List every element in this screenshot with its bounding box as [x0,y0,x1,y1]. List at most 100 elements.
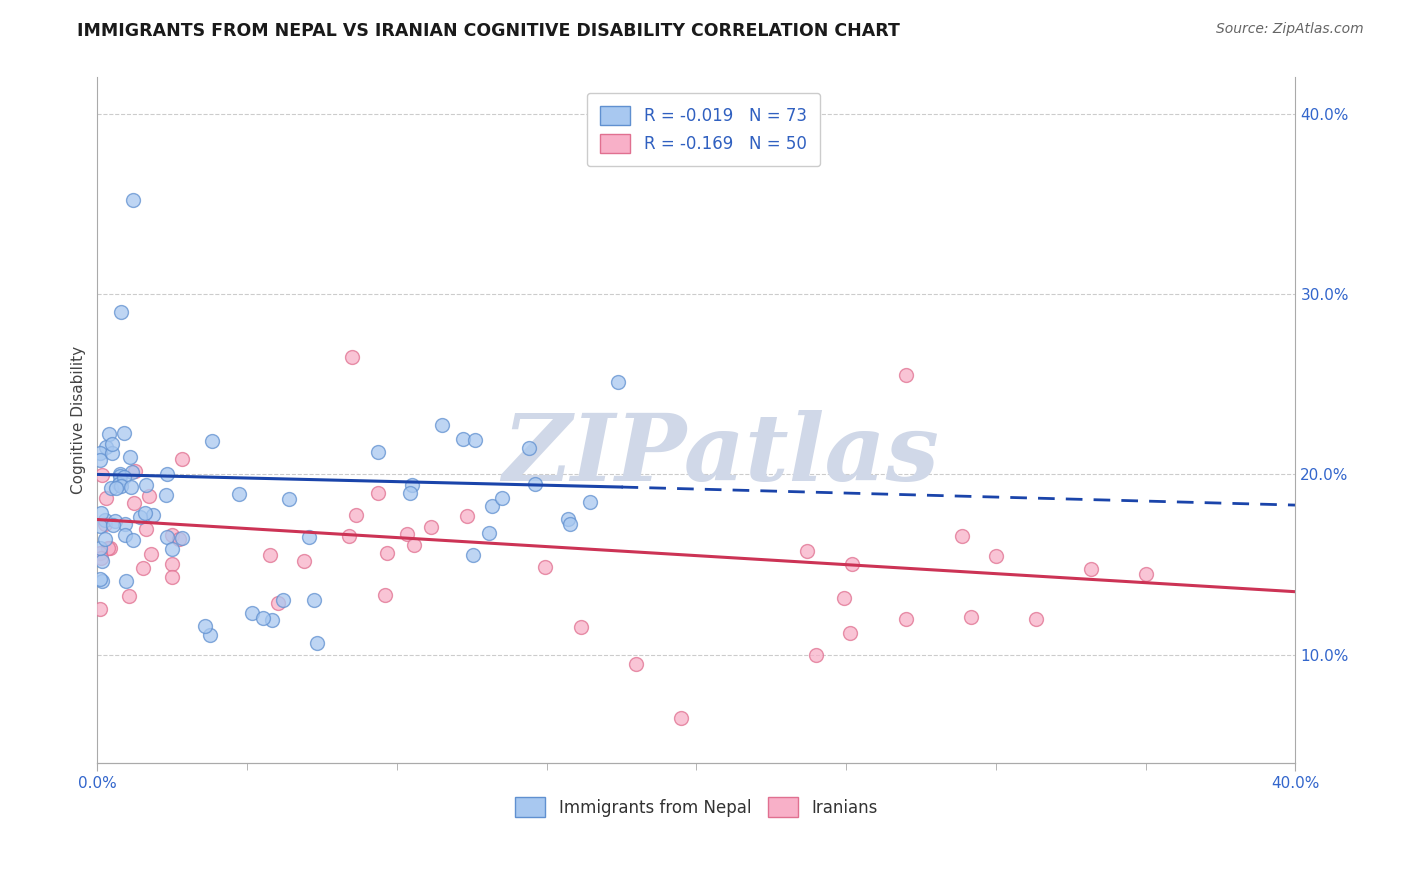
Point [558,516,581,531]
Legend: Immigrants from Nepal, Iranians: Immigrants from Nepal, Iranians [509,791,884,823]
Point [252,611,274,625]
Point [160,557,183,571]
Point [108,477,131,491]
Point [122,193,145,207]
Point [557,512,579,526]
Point [1135,566,1157,581]
Point [838,626,860,640]
Point [960,609,983,624]
Point [432,417,454,432]
Point [120,480,142,494]
Point [796,544,818,558]
Point [155,488,177,502]
Point [115,574,138,588]
Point [201,434,224,449]
Point [305,636,328,650]
Point [114,516,136,531]
Point [108,467,131,481]
Point [367,444,389,458]
Point [90,506,112,520]
Point [170,452,193,467]
Point [98,541,121,555]
Point [91,554,114,568]
Point [399,486,422,500]
Point [94,440,117,454]
Point [240,606,263,620]
Point [461,548,484,562]
Point [101,518,124,533]
Point [112,426,135,441]
Point [396,527,419,541]
Point [124,464,146,478]
Point [292,554,315,568]
Point [122,496,145,510]
Point [228,487,250,501]
Point [132,561,155,575]
Point [110,305,132,319]
Point [841,557,863,571]
Point [114,528,136,542]
Point [90,468,112,483]
Point [167,532,190,546]
Point [112,470,135,484]
Point [98,427,121,442]
Point [401,478,423,492]
Point [100,446,122,460]
Point [194,618,217,632]
Point [271,593,294,607]
Point [89,446,111,460]
Point [108,475,131,490]
Point [142,508,165,523]
Point [481,499,503,513]
Point [952,529,974,543]
Point [135,522,157,536]
Point [478,526,501,541]
Point [367,485,389,500]
Point [339,529,361,543]
Point [491,491,513,506]
Point [156,530,179,544]
Point [160,570,183,584]
Point [894,612,917,626]
Point [118,589,141,603]
Point [626,657,648,671]
Point [105,481,128,495]
Text: ZIPatlas: ZIPatlas [502,409,939,500]
Point [894,368,917,383]
Point [524,477,547,491]
Point [89,602,111,616]
Point [419,520,441,534]
Point [89,572,111,586]
Point [453,432,475,446]
Point [138,489,160,503]
Point [122,533,145,547]
Point [402,538,425,552]
Point [260,613,283,627]
Point [569,620,592,634]
Point [160,528,183,542]
Point [1080,561,1102,575]
Point [110,479,132,493]
Point [129,510,152,524]
Point [139,547,162,561]
Point [135,478,157,492]
Point [89,518,111,533]
Point [90,550,112,565]
Point [456,509,478,524]
Point [93,516,115,531]
Point [806,648,828,662]
Point [100,481,122,495]
Point [89,546,111,560]
Point [198,628,221,642]
Point [832,591,855,605]
Text: IMMIGRANTS FROM NEPAL VS IRANIAN COGNITIVE DISABILITY CORRELATION CHART: IMMIGRANTS FROM NEPAL VS IRANIAN COGNITI… [77,22,900,40]
Point [579,494,602,508]
Point [533,559,555,574]
Point [984,549,1007,563]
Point [1025,612,1047,626]
Point [160,541,183,556]
Point [89,541,111,556]
Point [101,437,124,451]
Point [97,541,120,555]
Point [156,467,179,481]
